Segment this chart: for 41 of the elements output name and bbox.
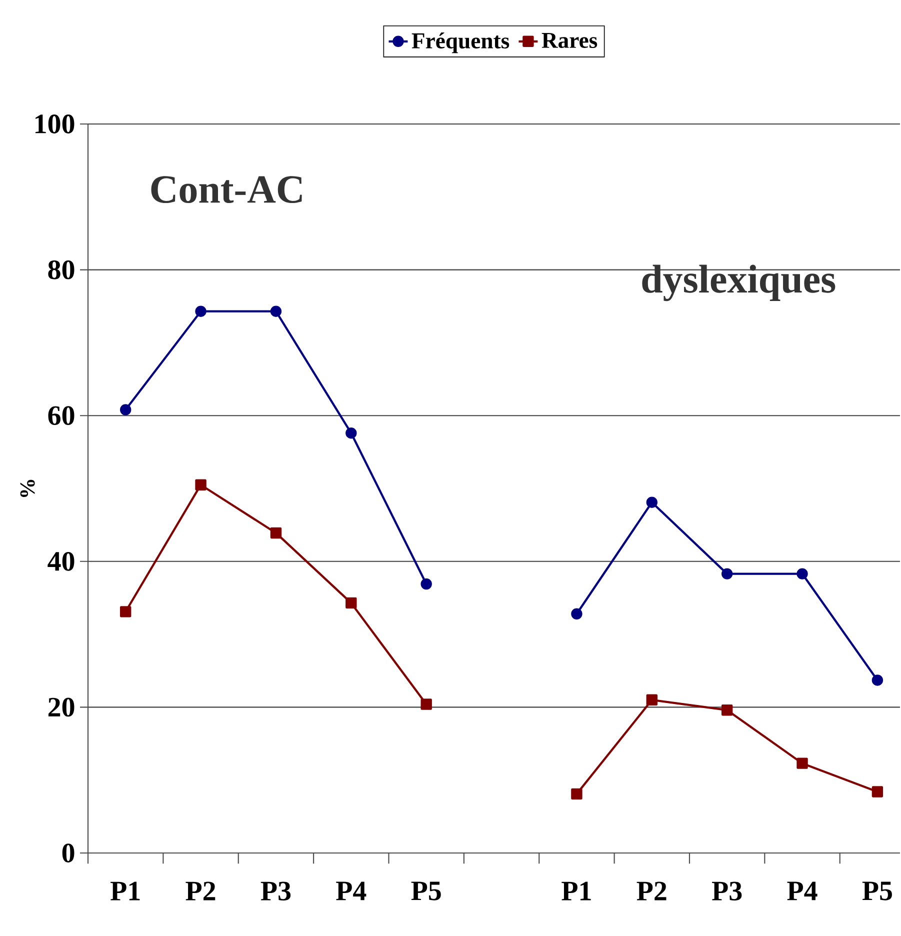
point — [270, 527, 282, 539]
point — [571, 788, 583, 800]
y-tick-label: 80 — [48, 260, 74, 280]
x-tick-label: P3 — [261, 882, 291, 901]
point — [722, 704, 733, 716]
annotation: dyslexiques — [642, 264, 836, 302]
y-tick-label: 40 — [48, 552, 74, 571]
y-tick-label: 100 — [36, 114, 74, 134]
point — [571, 608, 583, 620]
point — [796, 758, 808, 769]
point — [346, 427, 357, 439]
point — [646, 694, 658, 706]
x-tick-label: P2 — [186, 882, 216, 900]
x-tick-label: P5 — [862, 882, 892, 900]
x-tick-label: P4 — [336, 882, 366, 900]
legend-label: Rares — [542, 32, 598, 48]
point — [872, 786, 884, 798]
x-tick-label: P3 — [712, 882, 742, 901]
point — [120, 404, 132, 416]
point — [646, 496, 658, 508]
x-tick-label: P1 — [562, 882, 592, 900]
point — [872, 674, 884, 686]
point — [796, 568, 808, 580]
point — [346, 597, 357, 609]
y-tick-label: 20 — [48, 698, 74, 717]
point — [722, 568, 733, 580]
y-tick-label: 0 — [62, 844, 74, 862]
annotation: Cont-AC — [151, 176, 302, 204]
y-axis-title: % — [20, 480, 36, 497]
point — [270, 306, 282, 317]
point — [420, 698, 432, 710]
x-tick-label: P2 — [637, 882, 666, 900]
x-tick-label: P4 — [787, 882, 818, 900]
point — [195, 479, 207, 490]
legend-label: Fréquents — [412, 32, 510, 54]
point — [420, 578, 432, 590]
x-tick-label: P1 — [110, 882, 140, 900]
point — [120, 606, 132, 618]
point — [195, 306, 207, 317]
x-tick-label: P5 — [412, 882, 442, 900]
y-tick-label: 60 — [48, 406, 74, 426]
